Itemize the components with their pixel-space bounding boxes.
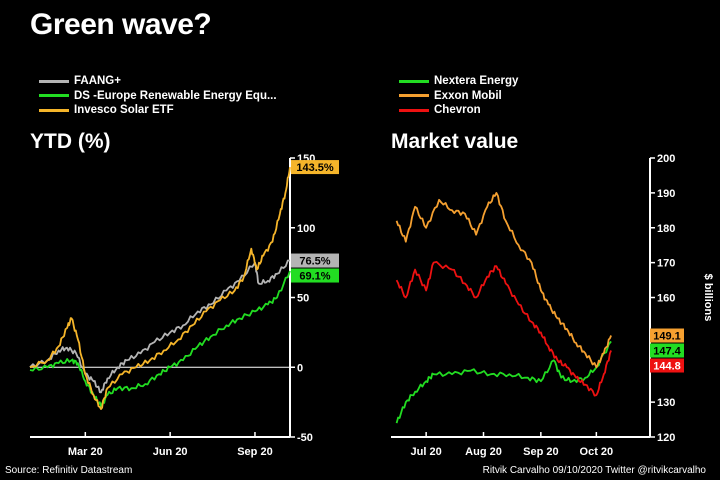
y-axis-label-mv: $ billions: [702, 274, 714, 322]
end-label-invesco-solar-etf: 143.5%: [296, 162, 334, 174]
series-line-nextera-energy: [395, 340, 612, 424]
legend-item-faang: FAANG+: [39, 74, 277, 89]
legend-item-invesco-solar: Invesco Solar ETF: [39, 103, 277, 118]
y-tick-label-mv: 200: [657, 153, 675, 165]
series-line-chevron: [395, 260, 612, 397]
y-tick-label-mv: 190: [657, 188, 675, 200]
y-tick-label-mv: 160: [657, 293, 675, 305]
chart-title-ytd: YTD (%): [30, 130, 111, 153]
legend-label-chevron: Chevron: [434, 104, 481, 116]
x-tick-label-ytd: Jun 20: [153, 446, 188, 458]
end-label-box-chevron: [650, 358, 684, 373]
legend-item-exxon: Exxon Mobil: [399, 89, 518, 104]
x-tick-label-mv: Aug 20: [465, 446, 502, 458]
legend-swatch-nextera: [399, 79, 429, 83]
end-label-faang: 76.5%: [299, 256, 330, 268]
legend-item-nextera: Nextera Energy: [399, 74, 518, 89]
legend-label-faang: FAANG+: [74, 75, 121, 87]
series-line-invesco-solar-etf: [29, 166, 291, 411]
y-tick-label-mv: 130: [657, 397, 675, 409]
x-tick-label-ytd: Sep 20: [237, 446, 272, 458]
legend-swatch-faang: [39, 79, 69, 83]
source-note: Source: Refinitiv Datastream: [5, 465, 133, 476]
series-line-exxon-mobil: [395, 191, 612, 369]
legend-label-invesco-solar: Invesco Solar ETF: [74, 104, 174, 116]
legend-swatch-exxon: [399, 94, 429, 98]
y-tick-label-mv: 170: [657, 258, 675, 270]
end-label-box-nextera-energy: [650, 343, 684, 358]
series-line-ds-europe-renewable-energy-equ: [29, 270, 291, 408]
x-tick-label-ytd: Mar 20: [68, 446, 103, 458]
y-tick-label-ytd: -50: [297, 432, 313, 444]
x-tick-label-mv: Oct 20: [580, 446, 614, 458]
end-label-box-ds-europe-renewable-energy-equ: [291, 268, 339, 283]
y-tick-label-mv: 120: [657, 432, 675, 444]
page-title: Green wave?: [30, 8, 212, 41]
legend-swatch-europe-renewable: [39, 94, 69, 98]
end-label-box-faang: [291, 253, 339, 268]
legend-label-nextera: Nextera Energy: [434, 75, 519, 87]
series-line-faang: [29, 259, 290, 394]
end-label-ds-europe-renewable-energy-equ: 69.1%: [299, 271, 330, 283]
legend-swatch-chevron: [399, 108, 429, 112]
legend-label-europe-renewable: DS -Europe Renewable Energy Equ...: [74, 89, 277, 102]
end-label-chevron: 144.8: [653, 361, 681, 373]
legend-left: FAANG+ DS -Europe Renewable Energy Equ..…: [39, 74, 277, 118]
credit-note: Ritvik Carvalho 09/10/2020 Twitter @ritv…: [482, 465, 706, 476]
y-tick-label-ytd: 0: [297, 362, 303, 374]
end-label-exxon-mobil: 149.1: [653, 331, 681, 343]
y-tick-label-ytd: 50: [297, 293, 309, 305]
end-label-box-invesco-solar-etf: [291, 160, 339, 175]
y-tick-label-mv: 180: [657, 223, 675, 235]
legend-right: Nextera Energy Exxon Mobil Chevron: [399, 74, 518, 118]
end-label-box-exxon-mobil: [650, 328, 684, 343]
x-tick-label-mv: Sep 20: [523, 446, 558, 458]
legend-item-chevron: Chevron: [399, 103, 518, 118]
legend-swatch-invesco-solar: [39, 108, 69, 112]
x-tick-label-mv: Jul 20: [411, 446, 442, 458]
end-label-nextera-energy: 147.4: [653, 346, 681, 358]
chart-title-market-value: Market value: [391, 130, 519, 153]
legend-label-exxon: Exxon Mobil: [434, 89, 502, 102]
y-tick-label-ytd: 100: [297, 223, 315, 235]
legend-item-europe-renewable: DS -Europe Renewable Energy Equ...: [39, 89, 277, 104]
